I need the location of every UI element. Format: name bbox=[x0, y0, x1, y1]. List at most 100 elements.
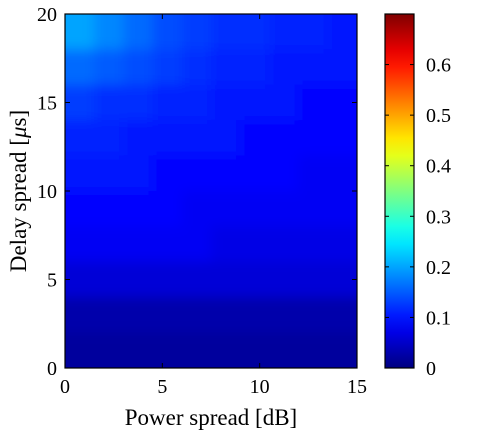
heatmap-cell bbox=[181, 226, 212, 263]
heatmap-cell bbox=[327, 155, 357, 192]
heatmap-cell bbox=[123, 14, 154, 50]
x-axis-label: Power spread [dB] bbox=[125, 405, 297, 430]
heatmap-cell bbox=[181, 191, 212, 227]
heatmap-cell bbox=[94, 226, 124, 263]
heatmap-cell bbox=[123, 120, 154, 157]
heatmap-cell bbox=[327, 49, 357, 86]
heatmap-cell bbox=[240, 49, 270, 86]
heatmap-cell bbox=[65, 120, 95, 157]
heatmap-cells bbox=[65, 14, 357, 368]
colorbar-tick-label: 0.6 bbox=[426, 55, 451, 77]
heatmap-cell bbox=[181, 297, 212, 334]
heatmap-cell bbox=[240, 332, 270, 368]
y-tick-label: 20 bbox=[37, 4, 57, 26]
heatmap-cell bbox=[327, 14, 357, 50]
heatmap-cell bbox=[298, 120, 329, 157]
colorbar bbox=[384, 13, 415, 369]
heatmap-cell bbox=[298, 191, 329, 227]
colorbar-ticks: 0 0.1 0.2 0.3 0.4 0.5 0.6 bbox=[385, 55, 451, 380]
colorbar-tick-label: 0.5 bbox=[426, 105, 451, 127]
heatmap-cell bbox=[327, 297, 357, 334]
heatmap-cell bbox=[269, 155, 300, 192]
heatmap-cell bbox=[94, 49, 124, 86]
heatmap-cell bbox=[181, 155, 212, 192]
heatmap-cell bbox=[94, 261, 124, 298]
x-tick-label: 5 bbox=[157, 376, 167, 398]
heatmap-cell bbox=[240, 155, 270, 192]
colorbar-tick-label: 0.2 bbox=[426, 257, 451, 279]
heatmap-cell bbox=[123, 155, 154, 192]
heatmap-cell bbox=[298, 261, 329, 298]
heatmap-cell bbox=[211, 49, 241, 86]
heatmap-cell bbox=[269, 14, 300, 50]
heatmap-cell bbox=[211, 226, 241, 263]
y-tick-label: 5 bbox=[47, 270, 57, 292]
y-tick-label: 10 bbox=[37, 181, 57, 203]
heatmap-cell bbox=[298, 155, 329, 192]
heatmap-cell bbox=[211, 261, 241, 298]
heatmap-cell bbox=[298, 49, 329, 86]
heatmap-cell bbox=[327, 120, 357, 157]
heatmap-cell bbox=[152, 120, 183, 157]
heatmap-cell bbox=[123, 191, 154, 227]
heatmap-cell bbox=[65, 191, 95, 227]
heatmap-cell bbox=[240, 14, 270, 50]
heatmap-cell bbox=[240, 261, 270, 298]
heatmap-cell bbox=[65, 332, 95, 368]
y-axis: 0 5 10 15 20 bbox=[37, 4, 357, 380]
heatmap-cell bbox=[152, 332, 183, 368]
heatmap-cell bbox=[123, 49, 154, 86]
heatmap-cell bbox=[269, 84, 300, 121]
heatmap-cell bbox=[269, 332, 300, 368]
y-tick-label: 15 bbox=[37, 93, 57, 115]
heatmap-cell bbox=[65, 14, 95, 50]
colorbar-tick-label: 0 bbox=[426, 358, 436, 380]
colorbar-tick-label: 0.1 bbox=[426, 307, 451, 329]
y-axis-label: Delay spread [μs] bbox=[6, 110, 31, 272]
x-axis: 0 5 10 15 bbox=[60, 14, 367, 398]
y-tick-label: 0 bbox=[47, 358, 57, 380]
heatmap-cell bbox=[123, 226, 154, 263]
heatmap-cell bbox=[94, 155, 124, 192]
heatmap-cell bbox=[269, 297, 300, 334]
colorbar-tick-label: 0.3 bbox=[426, 206, 451, 228]
heatmap-cell bbox=[181, 84, 212, 121]
heatmap-cell bbox=[269, 261, 300, 298]
heatmap-cell bbox=[152, 261, 183, 298]
heatmap-cell bbox=[181, 14, 212, 50]
heatmap-cell bbox=[211, 155, 241, 192]
heatmap-cell bbox=[181, 49, 212, 86]
heatmap-cell bbox=[298, 226, 329, 263]
heatmap-cell bbox=[181, 332, 212, 368]
heatmap-cell bbox=[152, 191, 183, 227]
heatmap-cell bbox=[211, 120, 241, 157]
heatmap-cell bbox=[65, 297, 95, 334]
heatmap-cell bbox=[94, 14, 124, 50]
heatmap-cell bbox=[65, 226, 95, 263]
heatmap-cell bbox=[94, 84, 124, 121]
heatmap-cell bbox=[211, 14, 241, 50]
heatmap-cell bbox=[152, 226, 183, 263]
heatmap-cell bbox=[123, 261, 154, 298]
x-tick-label: 15 bbox=[347, 376, 367, 398]
heatmap-cell bbox=[211, 84, 241, 121]
heatmap-cell bbox=[65, 155, 95, 192]
heatmap-cell bbox=[327, 332, 357, 368]
heatmap-cell bbox=[298, 297, 329, 334]
heatmap-cell bbox=[94, 191, 124, 227]
heatmap-cell bbox=[94, 297, 124, 334]
heatmap-cell bbox=[152, 155, 183, 192]
heatmap-cell bbox=[211, 332, 241, 368]
heatmap-cell bbox=[94, 120, 124, 157]
heatmap-cell bbox=[123, 332, 154, 368]
heatmap-cell bbox=[211, 191, 241, 227]
colorbar-tick-label: 0.4 bbox=[426, 156, 451, 178]
heatmap-cell bbox=[123, 297, 154, 334]
heatmap-cell bbox=[240, 120, 270, 157]
heatmap-cell bbox=[269, 49, 300, 86]
heatmap-cell bbox=[298, 84, 329, 121]
heatmap-cell bbox=[327, 191, 357, 227]
heatmap-cell bbox=[240, 297, 270, 334]
heatmap-cell bbox=[211, 297, 241, 334]
heatmap-cell bbox=[298, 14, 329, 50]
